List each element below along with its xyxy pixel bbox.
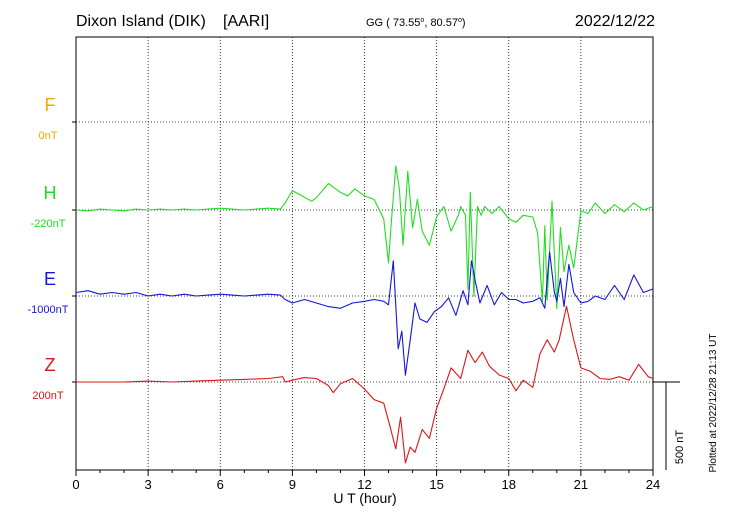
scale-bar-label: 500 nT bbox=[674, 430, 686, 465]
component-baseline-z: 200nT bbox=[32, 390, 63, 402]
component-baseline-f: 0nT bbox=[39, 130, 58, 142]
component-baseline-e: -1000nT bbox=[28, 304, 69, 316]
x-tick-label: 24 bbox=[646, 477, 660, 492]
x-tick-label: 18 bbox=[502, 477, 516, 492]
x-tick-label: 21 bbox=[574, 477, 588, 492]
component-name-z: Z bbox=[45, 355, 56, 375]
component-name-e: E bbox=[44, 269, 56, 289]
trace-h bbox=[75, 165, 654, 310]
vertical-gridlines bbox=[147, 37, 582, 470]
date-label: 2022/12/22 bbox=[575, 13, 655, 30]
station-title: Dixon Island (DIK) bbox=[76, 13, 206, 30]
x-tick-label: 9 bbox=[289, 477, 296, 492]
geographic-coordinates: GG ( 73.55o, 80.57o) bbox=[366, 17, 466, 29]
component-baseline-h: -220nT bbox=[31, 218, 66, 230]
component-name-f: F bbox=[45, 95, 56, 115]
horizontal-gridlines bbox=[72, 121, 653, 383]
x-ticks: 0 3 6 9 12 15 18 21 24 bbox=[72, 470, 660, 492]
component-labels: F 0nT H -220nT E -1000nT Z 200nT bbox=[28, 95, 69, 402]
institute-label: [AARI] bbox=[223, 13, 269, 30]
scale-bar: 500 nT bbox=[653, 381, 686, 470]
x-tick-label: 15 bbox=[429, 477, 443, 492]
x-axis-title: U T (hour) bbox=[333, 490, 396, 506]
magnetic-traces bbox=[75, 165, 654, 464]
x-tick-label: 3 bbox=[145, 477, 152, 492]
x-tick-label: 6 bbox=[217, 477, 224, 492]
trace-e bbox=[75, 251, 654, 376]
x-tick-label: 0 bbox=[72, 477, 79, 492]
plot-timestamp-note: Plotted at 2022/12/28 21:13 UT bbox=[708, 334, 719, 473]
trace-z bbox=[76, 305, 654, 464]
component-name-h: H bbox=[44, 183, 57, 203]
x-tick-label: 12 bbox=[357, 477, 371, 492]
